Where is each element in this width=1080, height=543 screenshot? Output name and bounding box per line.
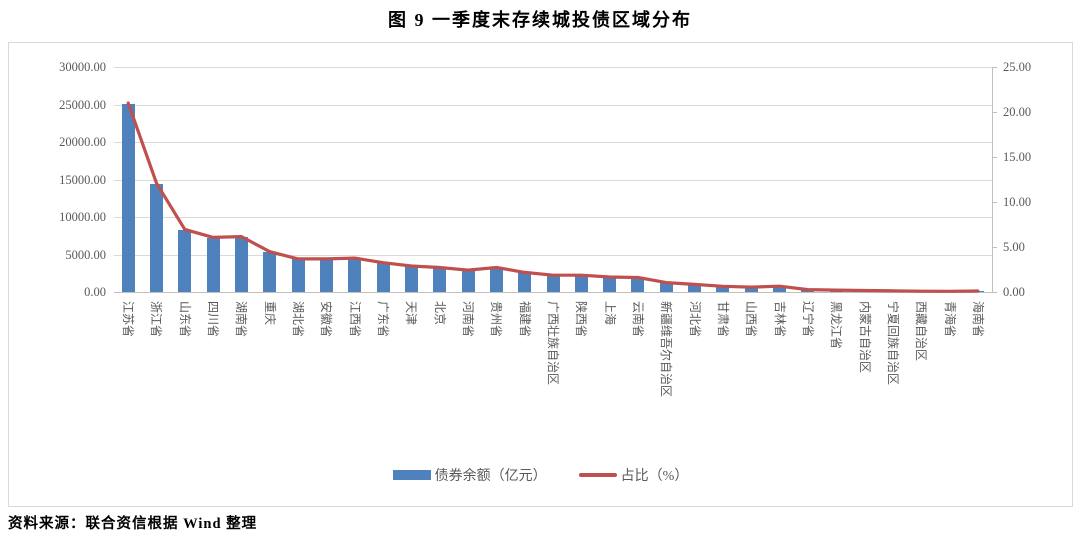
figure-title: 图 9 一季度末存续城投债区域分布	[388, 10, 692, 30]
category-label-江西省: 江西省	[347, 301, 362, 338]
right-axis-tick-label: 5.00	[1003, 240, 1025, 254]
bar-贵州省	[489, 267, 503, 292]
right-axis-tick-label: 25.00	[1003, 60, 1032, 74]
bar-广西壮族自治区	[546, 275, 560, 292]
right-axis-tick	[992, 112, 997, 113]
bar-福建省	[518, 272, 532, 292]
bar-上海	[603, 277, 617, 292]
category-label-山西省: 山西省	[744, 301, 759, 338]
category-label-河北省: 河北省	[687, 301, 702, 338]
right-axis-tick	[992, 202, 997, 203]
bar-江苏省	[121, 103, 135, 292]
gridline	[114, 142, 992, 143]
source-note: 资料来源：联合资信根据 Wind 整理	[8, 516, 258, 532]
bar-湖南省	[234, 236, 248, 292]
left-axis-tick-label: 0.00	[84, 285, 106, 299]
right-axis-tick	[992, 292, 997, 293]
right-axis-tick	[992, 247, 997, 248]
category-label-山东省: 山东省	[177, 301, 192, 338]
chart-frame: 30000.00 25000.00 20000.00 15000.00 10000.00…	[8, 42, 1073, 507]
right-axis-tick-label: 15.00	[1003, 150, 1032, 164]
category-label-上海: 上海	[602, 301, 617, 326]
legend-item-bond-balance: 债券余额（亿元）	[392, 465, 547, 485]
legend-bar-label: 债券余额（亿元）	[434, 469, 547, 484]
left-axis-tick-label: 10000.00	[59, 210, 106, 224]
category-label-四川省: 四川省	[206, 301, 221, 338]
category-label-吉林省: 吉林省	[772, 301, 787, 338]
category-label-陕西省: 陕西省	[574, 301, 589, 338]
bar-河北省	[688, 284, 702, 292]
gridline	[114, 292, 992, 293]
left-axis-tick-label: 5000.00	[65, 247, 106, 262]
category-label-贵州省: 贵州省	[489, 301, 504, 338]
gridline	[114, 217, 992, 218]
bar-云南省	[631, 277, 645, 292]
gridline	[114, 254, 992, 256]
bar-天津	[404, 266, 418, 292]
bar-吉林省	[773, 286, 787, 292]
category-label-云南省: 云南省	[630, 301, 645, 338]
category-label-湖北省: 湖北省	[291, 301, 306, 338]
bar-广东省	[376, 262, 390, 292]
right-axis-line	[992, 67, 993, 293]
bar-重庆	[263, 251, 277, 292]
left-axis-tick-label: 25000.00	[59, 97, 106, 112]
right-axis-tick	[992, 157, 997, 158]
category-label-广西壮族自治区: 广西壮族自治区	[546, 301, 560, 386]
category-label-天津: 天津	[404, 301, 419, 326]
bar-山西省	[744, 287, 758, 292]
share-line	[126, 101, 980, 293]
legend-line-swatch	[578, 473, 617, 477]
category-label-浙江省: 浙江省	[149, 301, 164, 338]
bar-安徽省	[319, 259, 333, 292]
category-label-河南省: 河南省	[461, 301, 476, 338]
category-label-甘肃省: 甘肃省	[715, 301, 730, 338]
category-label-新疆维吾尔自治区: 新疆维吾尔自治区	[659, 301, 674, 398]
category-label-江苏省: 江苏省	[121, 301, 136, 338]
legend-item-share: 占比（%）	[578, 465, 689, 485]
left-axis-tick-label: 30000.00	[59, 60, 106, 74]
category-label-安徽省: 安徽省	[319, 301, 334, 338]
bar-陕西省	[574, 275, 588, 292]
bar-山东省	[178, 229, 192, 292]
right-axis-tick-label: 0.00	[1003, 285, 1025, 299]
gridline	[114, 67, 992, 68]
bar-甘肃省	[716, 286, 730, 292]
legend-line-label: 占比（%）	[620, 469, 689, 484]
category-label-宁夏回族自治区: 宁夏回族自治区	[885, 301, 900, 386]
category-label-广东省: 广东省	[376, 301, 391, 338]
gridline	[114, 179, 992, 181]
category-label-福建省: 福建省	[517, 301, 532, 338]
category-label-西藏自治区: 西藏自治区	[914, 301, 929, 362]
right-axis-tick	[992, 67, 997, 68]
bar-北京	[433, 267, 447, 292]
category-label-北京: 北京	[432, 301, 447, 326]
category-label-辽宁省: 辽宁省	[800, 301, 815, 338]
gridline	[114, 104, 992, 106]
category-label-黑龙江省: 黑龙江省	[829, 301, 844, 350]
category-label-重庆: 重庆	[262, 301, 277, 326]
category-label-湖南省: 湖南省	[234, 301, 249, 338]
left-axis-tick-label: 15000.00	[59, 172, 106, 187]
bar-江西省	[348, 258, 362, 292]
line-series	[126, 101, 980, 293]
bar-湖北省	[291, 259, 305, 292]
category-label-内蒙古自治区: 内蒙古自治区	[857, 301, 872, 374]
bar-新疆维吾尔自治区	[659, 282, 673, 292]
category-label-海南省: 海南省	[970, 301, 985, 338]
bar-河南省	[461, 270, 475, 292]
category-label-青海省: 青海省	[942, 301, 957, 338]
legend-bar-swatch	[392, 470, 431, 480]
right-axis-tick-label: 10.00	[1003, 195, 1032, 209]
legend: 债券余额（亿元） 占比（%）	[9, 465, 1072, 485]
bar-浙江省	[149, 183, 163, 292]
bar-四川省	[206, 237, 220, 292]
right-axis-tick-label: 20.00	[1003, 105, 1032, 119]
left-axis-tick-label: 20000.00	[59, 135, 106, 149]
